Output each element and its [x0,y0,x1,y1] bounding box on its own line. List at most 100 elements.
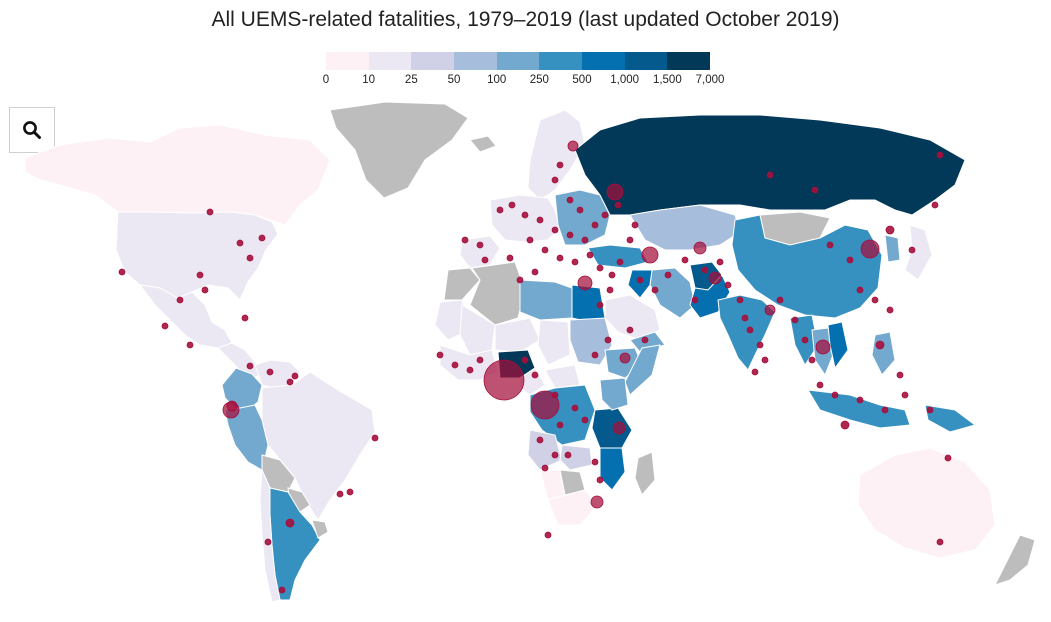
country-papua-new-guinea[interactable] [924,404,977,433]
fatality-marker[interactable] [708,271,722,285]
fatality-marker[interactable] [336,490,344,498]
country-algeria[interactable] [469,261,526,326]
fatality-marker[interactable] [508,201,516,209]
fatality-marker[interactable] [371,434,379,442]
fatality-marker[interactable] [791,316,799,324]
fatality-marker[interactable] [596,301,604,309]
fatality-marker[interactable] [746,326,754,334]
fatality-marker[interactable] [246,362,254,370]
fatality-marker[interactable] [944,454,952,462]
fatality-marker[interactable] [286,378,294,386]
country-canada[interactable] [24,124,331,226]
fatality-marker[interactable] [264,538,272,546]
country-iran[interactable] [649,267,696,319]
fatality-marker[interactable] [596,476,604,484]
fatality-marker[interactable] [614,201,622,209]
fatality-marker[interactable] [875,340,885,350]
fatality-marker[interactable] [901,391,909,399]
fatality-marker[interactable] [716,258,724,266]
fatality-marker[interactable] [258,234,266,242]
fatality-marker[interactable] [651,286,659,294]
fatality-marker[interactable] [576,206,584,214]
fatality-marker[interactable] [571,258,579,266]
fatality-marker[interactable] [886,306,894,314]
fatality-marker[interactable] [581,416,589,424]
country-iceland[interactable] [469,135,497,153]
fatality-marker[interactable] [606,183,624,201]
fatality-marker[interactable] [936,151,944,159]
fatality-marker[interactable] [590,495,604,509]
fatality-marker[interactable] [466,366,474,374]
fatality-marker[interactable] [346,488,354,496]
fatality-marker[interactable] [664,271,672,279]
fatality-marker[interactable] [691,296,699,304]
country-niger[interactable] [494,317,541,353]
fatality-marker[interactable] [741,314,749,322]
country-libya[interactable] [519,279,573,321]
fatality-marker[interactable] [766,171,774,179]
country-central-african-republic[interactable] [544,364,581,389]
fatality-marker[interactable] [724,281,732,289]
fatality-marker[interactable] [161,322,169,330]
fatality-marker[interactable] [586,251,594,259]
fatality-marker[interactable] [476,241,484,249]
country-china[interactable] [731,214,883,319]
country-kenya[interactable] [599,377,629,411]
country-morocco[interactable] [443,267,481,301]
fatality-marker[interactable] [816,381,824,389]
country-western-europe[interactable] [489,194,561,243]
fatality-marker[interactable] [566,231,574,239]
fatality-marker[interactable] [840,420,850,430]
country-angola[interactable] [527,429,563,471]
fatality-marker[interactable] [591,458,599,466]
search-button[interactable] [9,107,55,153]
fatality-marker[interactable] [526,236,534,244]
fatality-marker[interactable] [530,390,560,420]
country-vietnam[interactable] [827,321,849,370]
fatality-marker[interactable] [626,326,634,334]
fatality-marker[interactable] [551,391,559,399]
fatality-marker[interactable] [556,421,564,429]
fatality-marker[interactable] [196,271,204,279]
country-eastern-europe[interactable] [554,189,611,246]
fatality-marker[interactable] [926,406,934,414]
country-south-africa[interactable] [547,489,599,526]
country-australia[interactable] [857,447,996,559]
fatality-marker[interactable] [626,236,634,244]
fatality-marker[interactable] [826,241,834,249]
fatality-marker[interactable] [701,266,709,274]
fatality-marker[interactable] [551,451,559,459]
fatality-marker[interactable] [186,341,194,349]
fatality-marker[interactable] [831,391,839,399]
country-japan[interactable] [904,224,933,281]
country-scandinavia[interactable] [527,109,586,201]
fatality-marker[interactable] [596,264,604,272]
fatality-marker[interactable] [481,256,489,264]
fatality-marker[interactable] [436,351,444,359]
fatality-marker[interactable] [871,296,879,304]
fatality-marker[interactable] [285,518,295,528]
fatality-marker[interactable] [846,256,854,264]
fatality-marker[interactable] [451,361,459,369]
fatality-marker[interactable] [521,211,529,219]
fatality-marker[interactable] [201,286,209,294]
fatality-marker[interactable] [476,356,484,364]
country-greenland[interactable] [329,101,469,199]
country-iraq[interactable] [627,269,653,299]
fatality-marker[interactable] [591,351,599,359]
fatality-marker[interactable] [236,239,244,247]
fatality-marker[interactable] [693,241,707,255]
fatality-marker[interactable] [616,258,624,266]
country-tanzania[interactable] [591,407,633,449]
fatality-marker[interactable] [631,221,639,229]
fatality-marker[interactable] [531,268,539,276]
fatality-marker[interactable] [936,538,944,546]
fatality-marker[interactable] [860,239,880,259]
fatality-marker[interactable] [736,296,744,304]
fatality-marker[interactable] [483,359,525,401]
country-india[interactable] [717,294,776,371]
fatality-marker[interactable] [531,371,539,379]
fatality-marker[interactable] [551,226,559,234]
fatality-marker[interactable] [544,531,552,539]
fatality-marker[interactable] [206,208,214,216]
